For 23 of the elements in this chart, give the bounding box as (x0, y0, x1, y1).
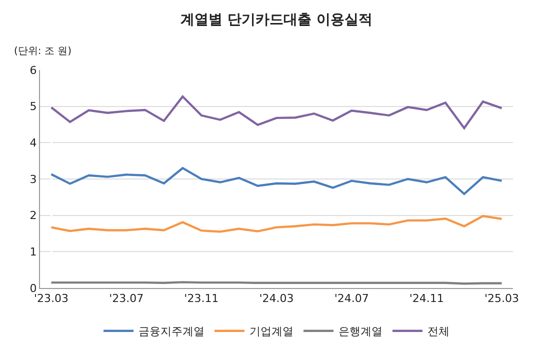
y-axis-title: (단위: 조 원) (14, 46, 72, 57)
x-tick-label: '23.11 (184, 292, 219, 306)
x-tick-label: '24.07 (334, 292, 369, 306)
legend-label: 기업계열 (250, 325, 294, 338)
line-series (50, 167, 503, 195)
y-tick-label: 0 (30, 282, 37, 295)
legend-label: 전체 (428, 325, 450, 338)
line-series (50, 95, 503, 130)
y-tick-label: 2 (30, 209, 37, 222)
chart-title: 계열별 단기카드대출 이용실적 (180, 12, 372, 28)
x-tick-label: '25.03 (484, 292, 519, 306)
y-tick-label: 3 (30, 172, 37, 186)
x-tick-label: '24.11 (409, 292, 444, 306)
x-tick-label: '24.03 (259, 292, 294, 306)
y-tick-label: 5 (30, 100, 37, 114)
x-tick-label: '23.03 (34, 292, 69, 306)
y-tick-label: 1 (30, 246, 37, 259)
legend-label: 금융지주계열 (138, 325, 204, 338)
line-series (50, 214, 503, 233)
legend-label: 은행계열 (338, 325, 382, 338)
y-tick-label: 6 (30, 64, 37, 77)
x-tick-label: '23.07 (109, 292, 144, 306)
y-tick-label: 4 (30, 136, 37, 150)
